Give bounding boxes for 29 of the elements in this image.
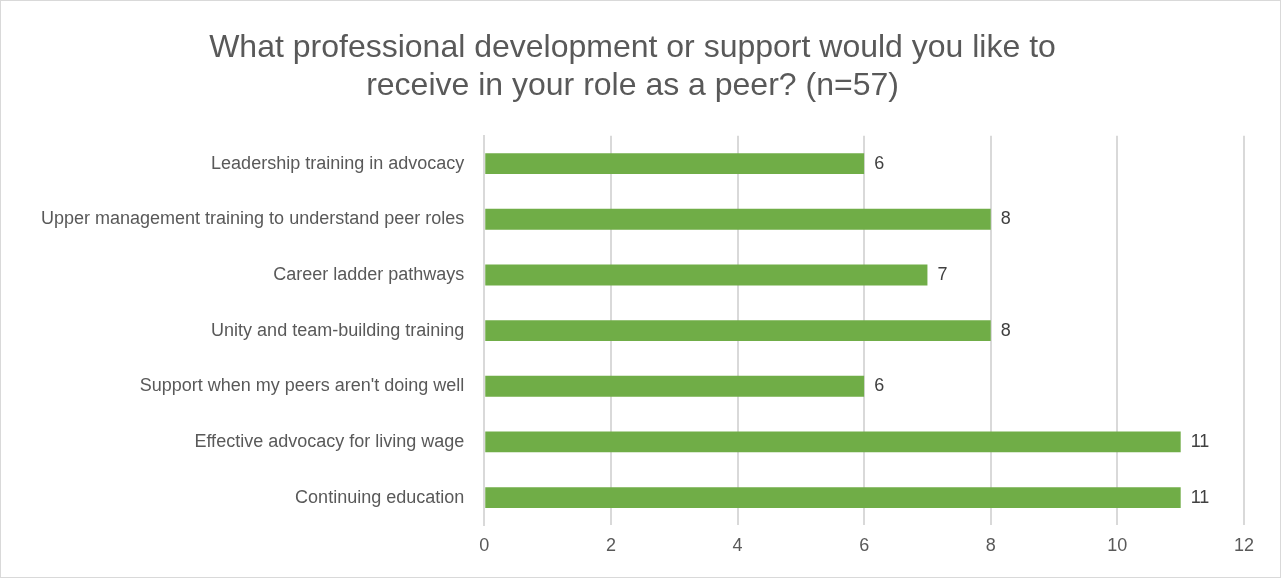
x-tick-label: 6 [859,535,870,556]
data-label: 11 [1190,486,1210,507]
y-tick-label: Support when my peers aren't doing well [139,375,465,396]
bar [485,208,991,230]
data-label: 11 [1190,430,1210,451]
bar [485,264,928,286]
bar [485,375,865,397]
x-tick-label: 10 [1107,535,1128,556]
y-tick-label: Upper management training to understand peer roles [40,208,465,229]
x-tick-label: 8 [985,535,996,556]
bar [485,320,991,342]
data-label: 7 [937,263,948,284]
y-tick-label: Unity and team-building training [211,319,465,340]
x-tick-label: 2 [605,535,616,556]
y-tick-label: Leadership training in advocacy [211,152,465,173]
y-tick-label: Effective advocacy for living wage [194,430,465,451]
x-tick-label: 12 [1233,535,1255,556]
data-label: 8 [1000,208,1011,229]
x-tick-label: 0 [479,535,490,556]
chart-title: What professional development or support would you like to receive in your role as a peer? (n=57) [209,28,1056,103]
data-label: 6 [874,152,885,173]
y-tick-label: Career ladder pathways [273,263,465,284]
bar [485,487,1181,509]
y-tick-label: Continuing education [295,486,465,507]
data-label: 6 [874,375,885,396]
x-tick-label: 4 [732,535,743,556]
bar [485,431,1181,453]
bar [485,153,865,175]
data-label: 8 [1000,319,1011,340]
